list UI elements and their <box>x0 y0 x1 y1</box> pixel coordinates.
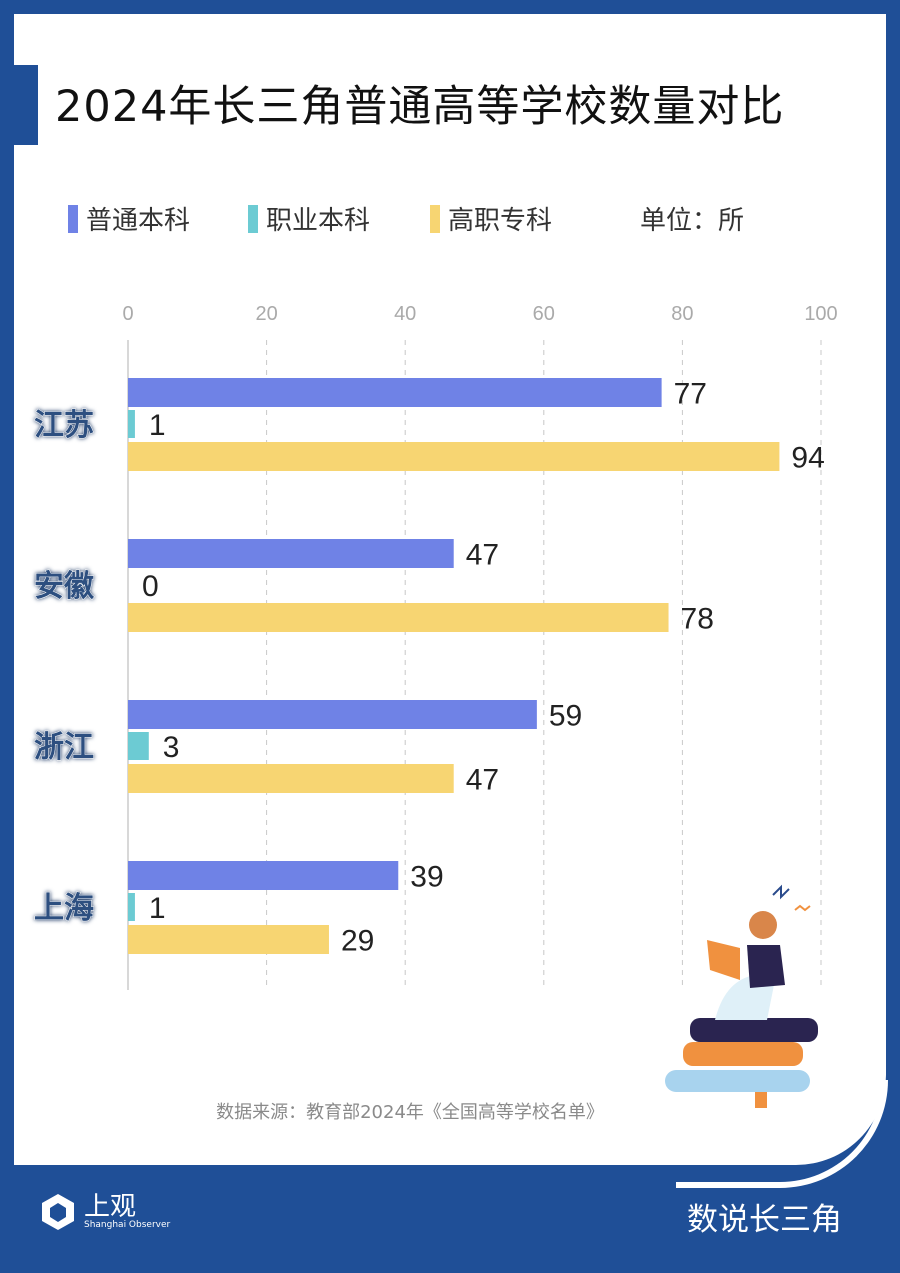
legend-label: 普通本科 <box>86 206 191 236</box>
x-tick-label: 60 <box>533 303 555 325</box>
x-tick-label: 40 <box>394 303 416 325</box>
data-label: 94 <box>791 442 824 475</box>
data-label: 59 <box>549 700 582 733</box>
bar-0 <box>128 700 537 729</box>
bar-1 <box>128 893 135 921</box>
bar-1 <box>128 410 135 438</box>
legend-item-2: 高职专科 <box>430 200 552 237</box>
brand-text: 数说长三角 <box>687 1202 842 1238</box>
bar-0 <box>128 378 662 407</box>
bar-0 <box>128 861 399 890</box>
legend-item-1: 职业本科 <box>248 200 370 237</box>
data-label: 78 <box>681 603 714 636</box>
shanghai-observer-logo: 上观 Shanghai Observer <box>38 1192 170 1232</box>
x-tick-label: 80 <box>671 303 693 325</box>
x-tick-label: 20 <box>255 303 277 325</box>
data-label: 1 <box>149 892 166 925</box>
x-tick-label: 100 <box>804 303 837 325</box>
data-label: 3 <box>163 731 180 764</box>
bar-0 <box>128 539 454 568</box>
legend-item-0: 普通本科 <box>68 200 190 237</box>
card <box>14 14 886 1165</box>
bar-2 <box>128 764 454 793</box>
source-note: 数据来源：教育部2024年《全国高等学校名单》 <box>216 1102 604 1123</box>
title-accent <box>14 65 38 145</box>
data-label: 47 <box>466 764 499 797</box>
data-label: 29 <box>341 925 374 958</box>
logo-icon <box>42 1194 74 1230</box>
logo-cn: 上观 <box>84 1192 137 1222</box>
reading-girl-illustration <box>665 884 818 1108</box>
data-label: 0 <box>142 570 159 603</box>
data-label: 47 <box>466 539 499 572</box>
category-label: 浙江 <box>34 730 94 765</box>
category-label: 安徽 <box>34 569 95 604</box>
category-label: 上海 <box>34 891 94 926</box>
data-label: 77 <box>674 378 707 411</box>
category-label: 江苏 <box>34 408 94 443</box>
data-label: 39 <box>410 861 443 894</box>
unit-label: 单位：所 <box>640 206 745 236</box>
logo-en: Shanghai Observer <box>84 1220 171 1230</box>
x-tick-label: 0 <box>122 303 133 325</box>
legend-label: 高职专科 <box>448 206 553 236</box>
data-label: 1 <box>149 409 166 442</box>
bar-2 <box>128 925 329 954</box>
legend-label: 职业本科 <box>266 206 371 236</box>
bar-2 <box>128 442 780 471</box>
bar-1 <box>128 732 149 760</box>
page-title: 2024年长三角普通高等学校数量对比 <box>55 82 785 132</box>
bar-2 <box>128 603 669 632</box>
